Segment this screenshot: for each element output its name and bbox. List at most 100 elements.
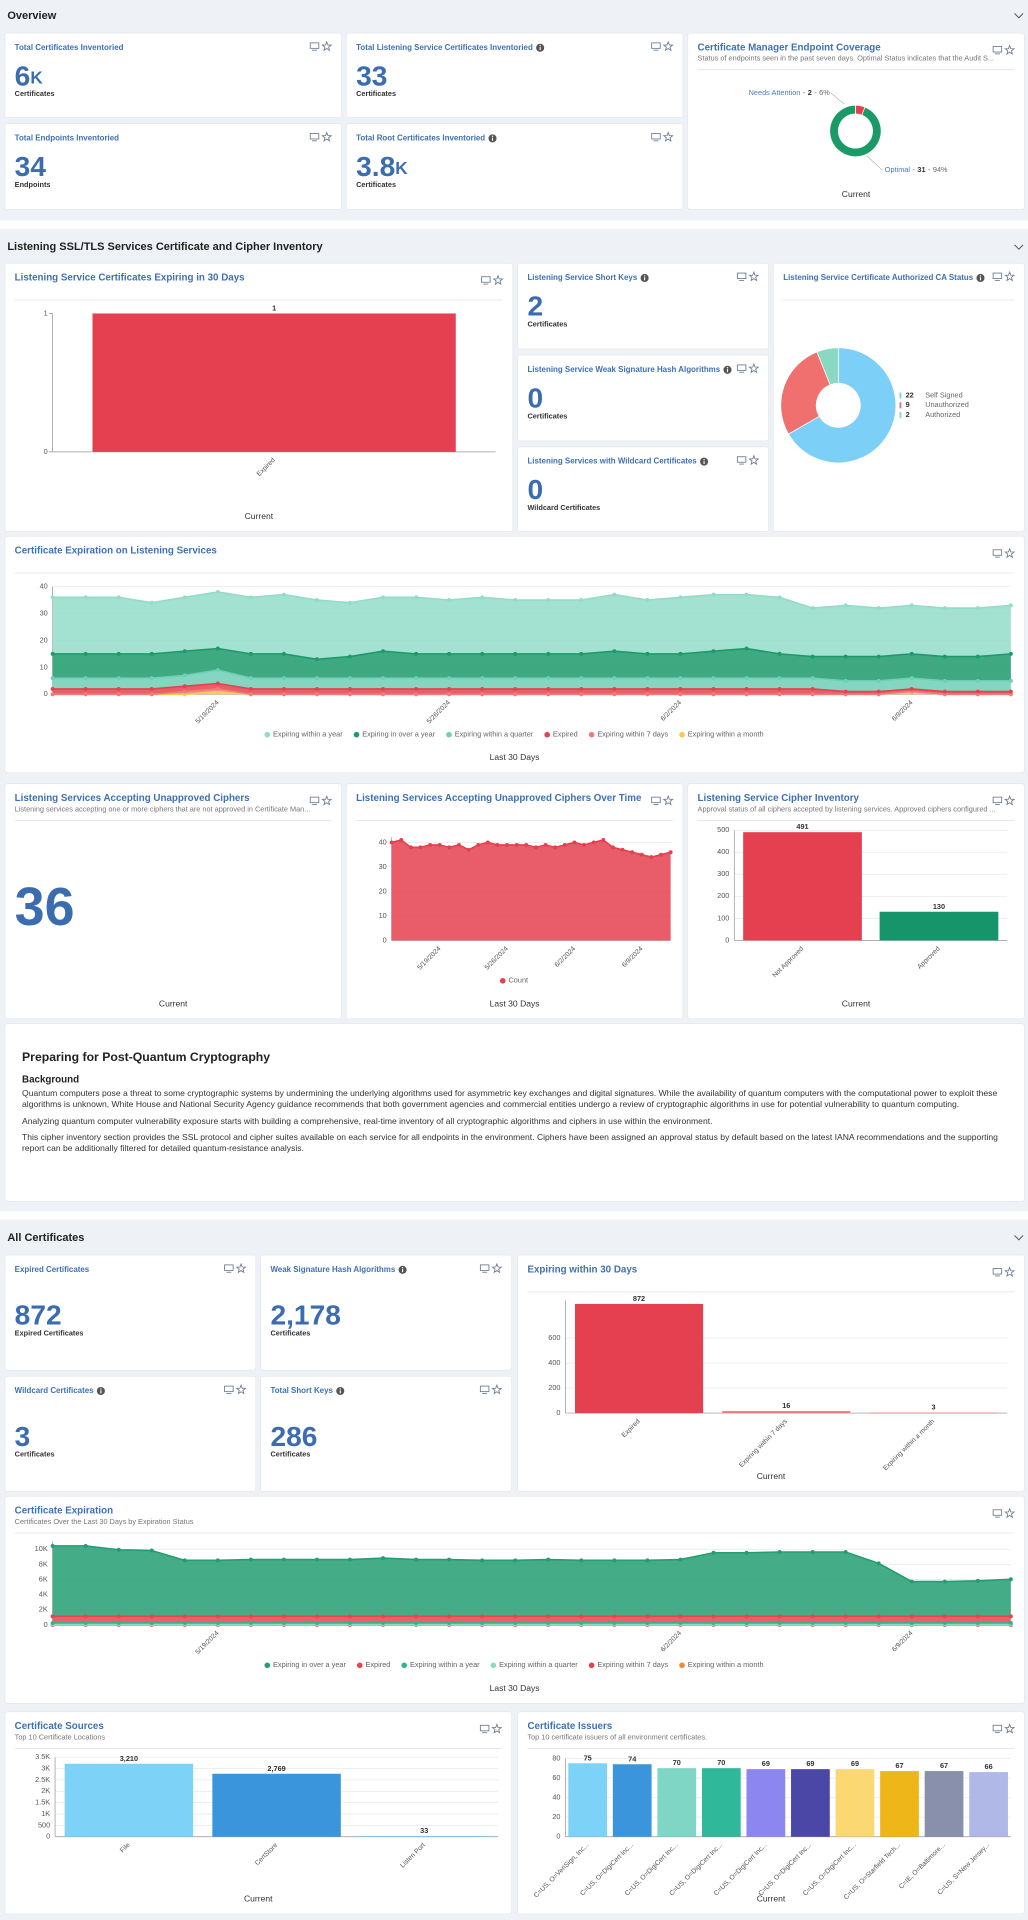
point <box>843 1614 848 1619</box>
collapse-chevron[interactable] <box>1014 244 1024 250</box>
collapse-chevron[interactable] <box>1014 13 1024 19</box>
icon-star[interactable] <box>662 40 674 52</box>
line <box>52 1545 1011 1583</box>
paragraph: This cipher inventory section provides t… <box>22 1133 998 1154</box>
point <box>1008 1614 1013 1619</box>
icon-star[interactable] <box>321 131 333 142</box>
point <box>975 1620 980 1625</box>
icon-monitor[interactable] <box>479 1264 490 1271</box>
bar <box>212 1773 341 1837</box>
bar <box>746 1769 786 1837</box>
icon-star[interactable] <box>1004 794 1016 806</box>
icon-monitor[interactable] <box>736 456 747 463</box>
point <box>711 592 716 597</box>
point <box>810 676 815 681</box>
icon-monitor[interactable] <box>992 796 1003 804</box>
icon-monitor[interactable] <box>224 1385 234 1393</box>
icon-star[interactable] <box>748 362 760 374</box>
icon-star[interactable] <box>662 131 674 142</box>
point <box>909 651 914 656</box>
icon-monitor[interactable] <box>736 364 747 371</box>
point <box>553 845 558 850</box>
data-label: 3 <box>932 1403 936 1412</box>
stat-caption: Certificates <box>356 89 396 98</box>
icon-monitor[interactable] <box>992 46 1003 53</box>
widget-footer: Current <box>244 1893 273 1903</box>
icon-star[interactable] <box>1004 547 1016 559</box>
icon-monitor[interactable] <box>309 796 320 804</box>
donut-slice <box>829 104 882 158</box>
y-tick-label: 3K <box>41 1763 50 1772</box>
point <box>975 689 980 694</box>
point <box>447 1614 452 1619</box>
point <box>612 1620 617 1625</box>
point <box>645 651 650 656</box>
stat-value: 3 <box>15 1421 31 1452</box>
y-tick-label: 40 <box>552 1792 560 1801</box>
point <box>678 676 683 681</box>
y-tick-label: 20 <box>552 1812 560 1821</box>
icon-monitor[interactable] <box>224 1264 234 1271</box>
card <box>517 354 769 442</box>
point <box>348 676 352 681</box>
icon-star[interactable] <box>491 1262 503 1274</box>
icon-star[interactable] <box>321 794 333 806</box>
y-tick-label: 80 <box>552 1753 560 1762</box>
icon-star[interactable] <box>492 274 504 286</box>
icon-star[interactable] <box>491 1723 503 1734</box>
icon-monitor[interactable] <box>479 1385 490 1393</box>
point <box>1008 603 1013 608</box>
icon-monitor[interactable] <box>992 272 1003 279</box>
line <box>52 682 1011 693</box>
icon-monitor[interactable] <box>479 1724 490 1732</box>
y-tick-label: 3.5K <box>35 1752 50 1761</box>
point <box>582 842 587 847</box>
point <box>414 1557 419 1562</box>
card <box>346 123 684 210</box>
icon-monitor[interactable] <box>992 1724 1003 1732</box>
point <box>876 692 881 697</box>
point <box>546 651 551 656</box>
y-tick-label: 20 <box>40 635 48 644</box>
icon-star[interactable] <box>1004 1507 1016 1519</box>
point <box>83 692 88 697</box>
point <box>348 1614 352 1619</box>
icon-star[interactable] <box>1004 1723 1016 1734</box>
point <box>116 692 121 697</box>
icon-monitor[interactable] <box>481 276 491 283</box>
icon-monitor[interactable] <box>992 1509 1003 1516</box>
point <box>149 651 154 656</box>
icon-star[interactable] <box>1004 44 1016 55</box>
data-label: 491 <box>796 822 808 831</box>
icon-star[interactable] <box>235 1262 247 1274</box>
icon-star[interactable] <box>748 270 760 282</box>
point <box>348 692 352 697</box>
icon-monitor[interactable] <box>309 42 320 49</box>
point <box>215 589 220 594</box>
point <box>414 676 419 681</box>
icon-star[interactable] <box>491 1383 503 1395</box>
icon-monitor[interactable] <box>651 133 661 140</box>
icon-monitor[interactable] <box>992 549 1003 556</box>
point <box>942 1620 947 1625</box>
icon-star[interactable] <box>235 1383 247 1395</box>
collapse-chevron[interactable] <box>1014 1235 1024 1241</box>
icon-monitor[interactable] <box>309 133 320 140</box>
icon-star[interactable] <box>1004 270 1016 282</box>
point <box>777 1614 782 1619</box>
icon-monitor[interactable] <box>651 42 661 49</box>
icon-monitor[interactable] <box>992 1268 1003 1275</box>
point <box>50 1543 55 1548</box>
stat-value: 3.8K <box>356 151 408 182</box>
icon-star[interactable] <box>748 454 760 466</box>
widget-footer: Last 30 Days <box>490 1683 540 1693</box>
widget-title: Certificate Manager Endpoint Coverage <box>698 42 882 53</box>
icon-monitor[interactable] <box>651 796 661 804</box>
icon-monitor[interactable] <box>736 272 747 279</box>
point <box>315 1620 319 1625</box>
icon-star[interactable] <box>662 794 674 806</box>
point <box>447 686 452 691</box>
icon-star[interactable] <box>321 40 333 52</box>
icon-star[interactable] <box>1004 1266 1016 1277</box>
